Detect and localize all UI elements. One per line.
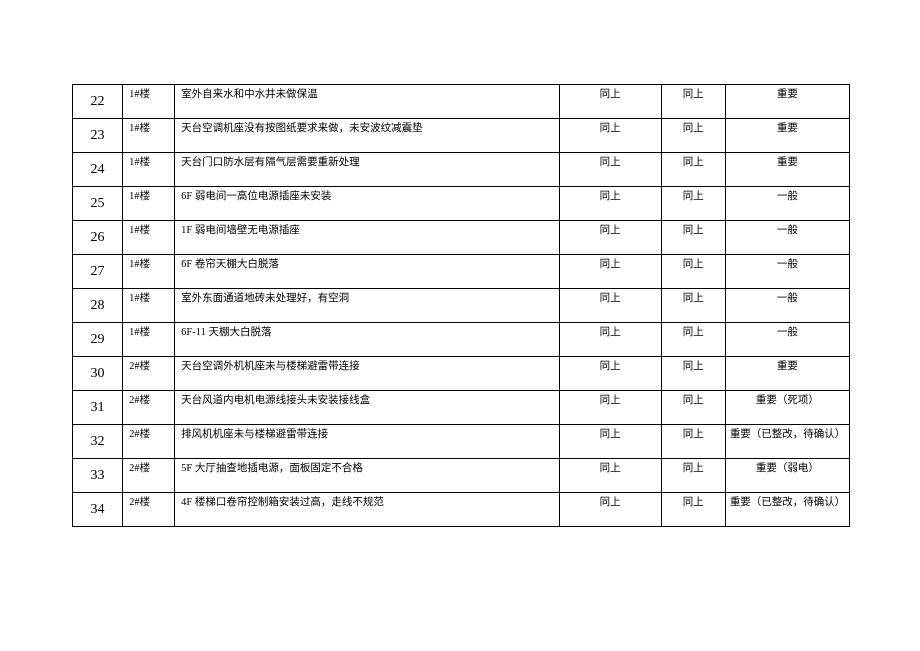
col-c1-cell: 同上 [559,153,661,187]
col-c1-cell: 同上 [559,255,661,289]
description-cell: 天台空调机座没有按图纸要求来做，未安波纹减震垫 [175,119,559,153]
col-c2-cell: 同上 [661,221,725,255]
table-row: 332#楼5F 大厅抽查地插电源，面板固定不合格同上同上重要（弱电） [73,459,850,493]
table-row: 251#楼6F 弱电间一高位电源插座未安装同上同上一般 [73,187,850,221]
description-cell: 天台风道内电机电源线接头未安装接线盒 [175,391,559,425]
description-cell: 6F-11 天棚大白脱落 [175,323,559,357]
description-cell: 6F 卷帘天棚大白脱落 [175,255,559,289]
row-number: 24 [73,153,123,187]
row-number: 25 [73,187,123,221]
table-row: 281#楼室外东面通道地砖未处理好，有空洞同上同上一般 [73,289,850,323]
building-cell: 1#楼 [123,289,175,323]
row-number: 28 [73,289,123,323]
col-c2-cell: 同上 [661,493,725,527]
building-cell: 1#楼 [123,187,175,221]
col-c2-cell: 同上 [661,323,725,357]
building-cell: 1#楼 [123,153,175,187]
severity-cell: 重要 [725,119,849,153]
severity-cell: 一般 [725,289,849,323]
table-row: 231#楼天台空调机座没有按图纸要求来做，未安波纹减震垫同上同上重要 [73,119,850,153]
col-c1-cell: 同上 [559,85,661,119]
col-c2-cell: 同上 [661,85,725,119]
severity-cell: 一般 [725,323,849,357]
building-cell: 1#楼 [123,119,175,153]
table-row: 291#楼6F-11 天棚大白脱落同上同上一般 [73,323,850,357]
description-cell: 天台门口防水层有隔气层需要重新处理 [175,153,559,187]
building-cell: 2#楼 [123,425,175,459]
severity-cell: 一般 [725,221,849,255]
col-c2-cell: 同上 [661,187,725,221]
building-cell: 2#楼 [123,391,175,425]
col-c1-cell: 同上 [559,289,661,323]
col-c2-cell: 同上 [661,391,725,425]
col-c2-cell: 同上 [661,357,725,391]
table-body: 221#楼室外自来水和中水井未做保温同上同上重要231#楼天台空调机座没有按图纸… [73,85,850,527]
col-c1-cell: 同上 [559,425,661,459]
description-cell: 室外东面通道地砖未处理好，有空洞 [175,289,559,323]
row-number: 33 [73,459,123,493]
severity-cell: 重要（已整改，待确认） [725,493,849,527]
inspection-table-container: 221#楼室外自来水和中水井未做保温同上同上重要231#楼天台空调机座没有按图纸… [72,84,850,527]
severity-cell: 重要（已整改，待确认） [725,425,849,459]
description-cell: 室外自来水和中水井未做保温 [175,85,559,119]
row-number: 34 [73,493,123,527]
col-c1-cell: 同上 [559,459,661,493]
description-cell: 6F 弱电间一高位电源插座未安装 [175,187,559,221]
col-c1-cell: 同上 [559,493,661,527]
severity-cell: 重要 [725,85,849,119]
row-number: 31 [73,391,123,425]
col-c1-cell: 同上 [559,357,661,391]
table-row: 241#楼天台门口防水层有隔气层需要重新处理同上同上重要 [73,153,850,187]
col-c1-cell: 同上 [559,187,661,221]
table-row: 312#楼天台风道内电机电源线接头未安装接线盒同上同上重要（死项） [73,391,850,425]
description-cell: 天台空调外机机座未与楼梯避雷带连接 [175,357,559,391]
table-row: 342#楼4F 楼梯口卷帘控制箱安装过高，走线不规范同上同上重要（已整改，待确认… [73,493,850,527]
col-c2-cell: 同上 [661,255,725,289]
building-cell: 1#楼 [123,255,175,289]
col-c1-cell: 同上 [559,221,661,255]
row-number: 32 [73,425,123,459]
severity-cell: 重要 [725,357,849,391]
col-c1-cell: 同上 [559,391,661,425]
row-number: 23 [73,119,123,153]
col-c2-cell: 同上 [661,119,725,153]
description-cell: 排风机机座未与楼梯避雷带连接 [175,425,559,459]
row-number: 30 [73,357,123,391]
severity-cell: 重要 [725,153,849,187]
description-cell: 1F 弱电间墙壁无电源插座 [175,221,559,255]
severity-cell: 一般 [725,187,849,221]
col-c1-cell: 同上 [559,119,661,153]
severity-cell: 一般 [725,255,849,289]
table-row: 261#楼1F 弱电间墙壁无电源插座同上同上一般 [73,221,850,255]
table-row: 271#楼6F 卷帘天棚大白脱落同上同上一般 [73,255,850,289]
table-row: 302#楼天台空调外机机座未与楼梯避雷带连接同上同上重要 [73,357,850,391]
col-c2-cell: 同上 [661,153,725,187]
building-cell: 2#楼 [123,357,175,391]
col-c1-cell: 同上 [559,323,661,357]
col-c2-cell: 同上 [661,459,725,493]
inspection-table: 221#楼室外自来水和中水井未做保温同上同上重要231#楼天台空调机座没有按图纸… [72,84,850,527]
building-cell: 1#楼 [123,221,175,255]
table-row: 322#楼排风机机座未与楼梯避雷带连接同上同上重要（已整改，待确认） [73,425,850,459]
building-cell: 1#楼 [123,85,175,119]
row-number: 22 [73,85,123,119]
building-cell: 2#楼 [123,459,175,493]
row-number: 27 [73,255,123,289]
severity-cell: 重要（弱电） [725,459,849,493]
building-cell: 1#楼 [123,323,175,357]
description-cell: 4F 楼梯口卷帘控制箱安装过高，走线不规范 [175,493,559,527]
table-row: 221#楼室外自来水和中水井未做保温同上同上重要 [73,85,850,119]
col-c2-cell: 同上 [661,425,725,459]
row-number: 26 [73,221,123,255]
description-cell: 5F 大厅抽查地插电源，面板固定不合格 [175,459,559,493]
severity-cell: 重要（死项） [725,391,849,425]
col-c2-cell: 同上 [661,289,725,323]
building-cell: 2#楼 [123,493,175,527]
row-number: 29 [73,323,123,357]
